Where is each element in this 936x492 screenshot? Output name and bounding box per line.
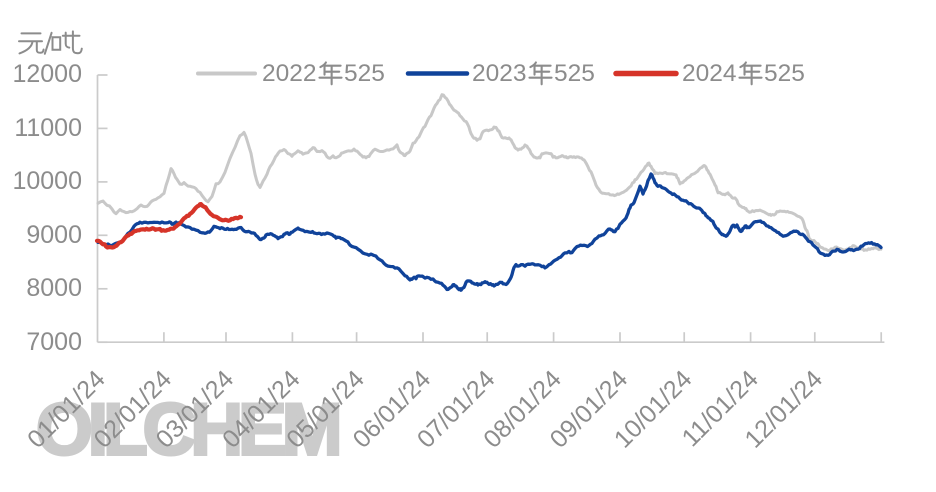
svg-text:8000: 8000 xyxy=(26,274,82,302)
svg-text:7000: 7000 xyxy=(26,328,82,356)
svg-text:9000: 9000 xyxy=(26,221,82,249)
svg-text:2022: 2022 xyxy=(262,60,317,87)
svg-text:2024: 2024 xyxy=(682,60,737,87)
svg-text:10000: 10000 xyxy=(12,167,82,195)
svg-text:525: 525 xyxy=(344,60,385,87)
svg-text:2023: 2023 xyxy=(472,60,527,87)
svg-text:11000: 11000 xyxy=(14,114,82,142)
svg-text:525: 525 xyxy=(554,60,595,87)
svg-text:OILCHEM: OILCHEM xyxy=(36,390,338,471)
svg-text:12000: 12000 xyxy=(12,60,82,88)
svg-text:525: 525 xyxy=(764,60,805,87)
